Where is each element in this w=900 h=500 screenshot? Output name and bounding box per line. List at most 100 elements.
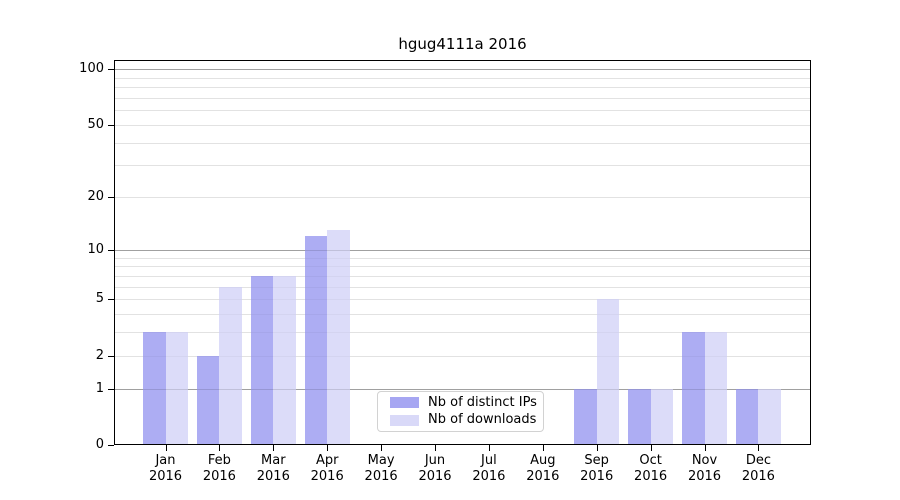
bar-distinct-ips xyxy=(143,332,166,444)
bar-distinct-ips xyxy=(735,388,759,444)
y-tick-mark xyxy=(108,69,114,71)
minor-gridline-overlay xyxy=(115,287,810,288)
chart-title: hgug4111a 2016 xyxy=(398,35,527,53)
x-tick-mark xyxy=(381,445,383,451)
y-tick-mark xyxy=(108,249,114,251)
major-gridline xyxy=(115,249,810,251)
x-tick-label: Aug 2016 xyxy=(526,453,560,484)
y-tick-label: 0 xyxy=(95,437,104,452)
y-tick-mark xyxy=(108,124,114,126)
y-tick-label: 100 xyxy=(79,61,104,77)
y-tick-label: 2 xyxy=(95,347,104,363)
minor-gridline-overlay xyxy=(115,332,810,333)
major-gridline-overlay xyxy=(115,388,810,390)
bar-downloads xyxy=(327,230,350,444)
major-gridline xyxy=(115,388,810,390)
x-tick-label: Oct 2016 xyxy=(634,453,668,484)
minor-gridline-overlay xyxy=(115,299,810,300)
bar-downloads xyxy=(165,332,188,444)
minor-gridline-overlay xyxy=(115,258,810,259)
bar-distinct-ips xyxy=(682,332,705,444)
bar-downloads xyxy=(219,286,242,444)
x-tick-label: Dec 2016 xyxy=(741,453,775,484)
minor-gridline-overlay xyxy=(115,266,810,267)
x-tick-mark xyxy=(165,445,167,451)
minor-gridline-overlay xyxy=(115,197,810,198)
minor-gridline xyxy=(115,275,810,277)
bar-downloads xyxy=(758,388,781,444)
legend: Nb of distinct IPs Nb of downloads xyxy=(377,391,544,432)
minor-gridline-overlay xyxy=(115,110,810,111)
minor-gridline xyxy=(115,355,810,357)
bar-downloads xyxy=(273,275,296,444)
x-tick-mark xyxy=(758,445,760,451)
x-tick-mark xyxy=(704,445,706,451)
bar-downloads xyxy=(596,299,620,444)
minor-gridline xyxy=(115,87,810,89)
x-tick-label: Mar 2016 xyxy=(256,453,290,484)
x-tick-label: May 2016 xyxy=(364,453,398,484)
minor-gridline xyxy=(115,299,810,301)
minor-gridline-overlay xyxy=(115,87,810,88)
plot-area xyxy=(114,60,811,445)
x-tick-label: Sep 2016 xyxy=(580,453,614,484)
minor-gridline-overlay xyxy=(115,356,810,357)
x-tick-mark xyxy=(273,445,275,451)
bar-distinct-ips xyxy=(304,236,328,444)
minor-gridline xyxy=(115,124,810,126)
minor-gridline xyxy=(115,110,810,112)
x-tick-label: Jan 2016 xyxy=(148,453,183,484)
legend-label-downloads: Nb of downloads xyxy=(428,412,537,428)
y-tick-label: 1 xyxy=(95,380,104,396)
minor-gridline-overlay xyxy=(115,78,810,79)
y-tick-mark xyxy=(108,197,114,199)
bar-downloads xyxy=(650,388,674,444)
legend-swatch-downloads xyxy=(390,414,419,426)
minor-gridline-overlay xyxy=(115,98,810,99)
bar-distinct-ips xyxy=(574,388,597,444)
y-tick-label: 20 xyxy=(87,189,104,205)
legend-swatch-distinct-ips xyxy=(390,397,419,409)
bar-distinct-ips xyxy=(628,388,651,444)
x-tick-mark xyxy=(488,445,490,451)
x-tick-mark xyxy=(435,445,436,451)
x-tick-label: Nov 2016 xyxy=(687,453,722,484)
minor-gridline xyxy=(115,142,810,144)
minor-gridline-overlay xyxy=(115,276,810,277)
y-tick-mark xyxy=(108,388,114,390)
x-tick-label: Jun 2016 xyxy=(418,453,452,484)
x-tick-mark xyxy=(219,445,221,451)
major-gridline-overlay xyxy=(115,69,810,71)
minor-gridline xyxy=(115,266,810,268)
major-gridline xyxy=(115,69,810,71)
x-tick-label: Feb 2016 xyxy=(202,453,236,484)
x-tick-mark xyxy=(542,445,544,451)
y-tick-mark xyxy=(108,355,114,357)
bar-downloads xyxy=(704,332,727,444)
y-tick-mark xyxy=(108,299,114,301)
x-tick-label: Jul 2016 xyxy=(472,453,506,484)
minor-gridline xyxy=(115,77,810,79)
x-tick-mark xyxy=(327,445,329,451)
x-tick-label: Apr 2016 xyxy=(310,453,344,484)
minor-gridline xyxy=(115,286,810,288)
y-tick-mark xyxy=(108,445,114,446)
minor-gridline-overlay xyxy=(115,143,810,144)
minor-gridline xyxy=(115,97,810,99)
legend-item-downloads: Nb of downloads xyxy=(390,413,543,427)
minor-gridline-overlay xyxy=(115,314,810,315)
major-gridline-overlay xyxy=(115,249,810,251)
y-tick-label: 50 xyxy=(87,116,104,132)
minor-gridline xyxy=(115,332,810,334)
minor-gridline xyxy=(115,165,810,167)
minor-gridline-overlay xyxy=(115,165,810,166)
minor-gridline xyxy=(115,313,810,315)
y-tick-label: 10 xyxy=(87,241,104,257)
legend-label-distinct-ips: Nb of distinct IPs xyxy=(428,394,537,410)
y-tick-label: 5 xyxy=(95,291,104,307)
minor-gridline-overlay xyxy=(115,125,810,126)
bar-distinct-ips xyxy=(250,275,274,444)
x-tick-mark xyxy=(596,445,598,451)
x-tick-mark xyxy=(650,445,652,451)
